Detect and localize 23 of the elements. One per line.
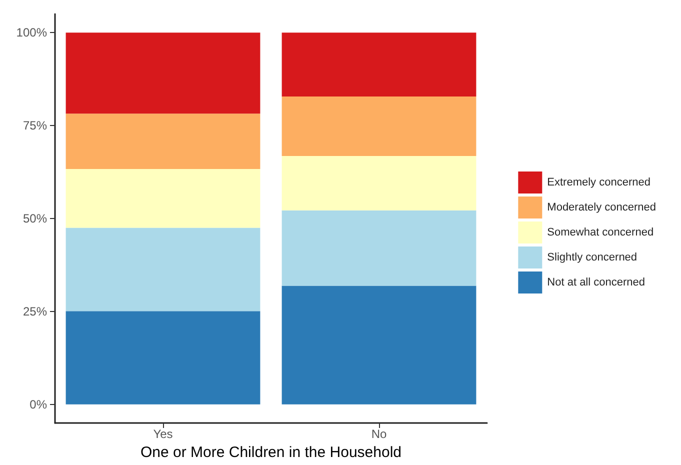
- y-tick-label: 100%: [16, 26, 48, 40]
- x-tick-label: Yes: [153, 427, 173, 441]
- legend-label: Not at all concerned: [547, 276, 646, 288]
- legend-label: Moderately concerned: [547, 202, 656, 214]
- x-tick-label: No: [371, 427, 387, 441]
- bar: [282, 286, 476, 404]
- bar: [66, 169, 260, 228]
- legend-label: Somewhat concerned: [547, 226, 654, 238]
- bar: [282, 210, 476, 286]
- bar: [66, 228, 260, 312]
- legend-label: Extremely concerned: [547, 176, 650, 188]
- y-tick-label: 75%: [22, 118, 48, 133]
- bar: [66, 311, 260, 404]
- bar: [66, 32, 260, 114]
- x-axis-title: One or More Children in the Household: [140, 444, 402, 461]
- bar: [282, 32, 476, 97]
- y-tick-label: 25%: [22, 304, 48, 318]
- bar: [66, 114, 260, 170]
- bar: [282, 156, 476, 210]
- y-tick-label: 50%: [22, 212, 48, 226]
- legend-label: Slightly concerned: [547, 252, 638, 264]
- y-tick-label: 0%: [30, 397, 48, 412]
- bar: [282, 96, 476, 156]
